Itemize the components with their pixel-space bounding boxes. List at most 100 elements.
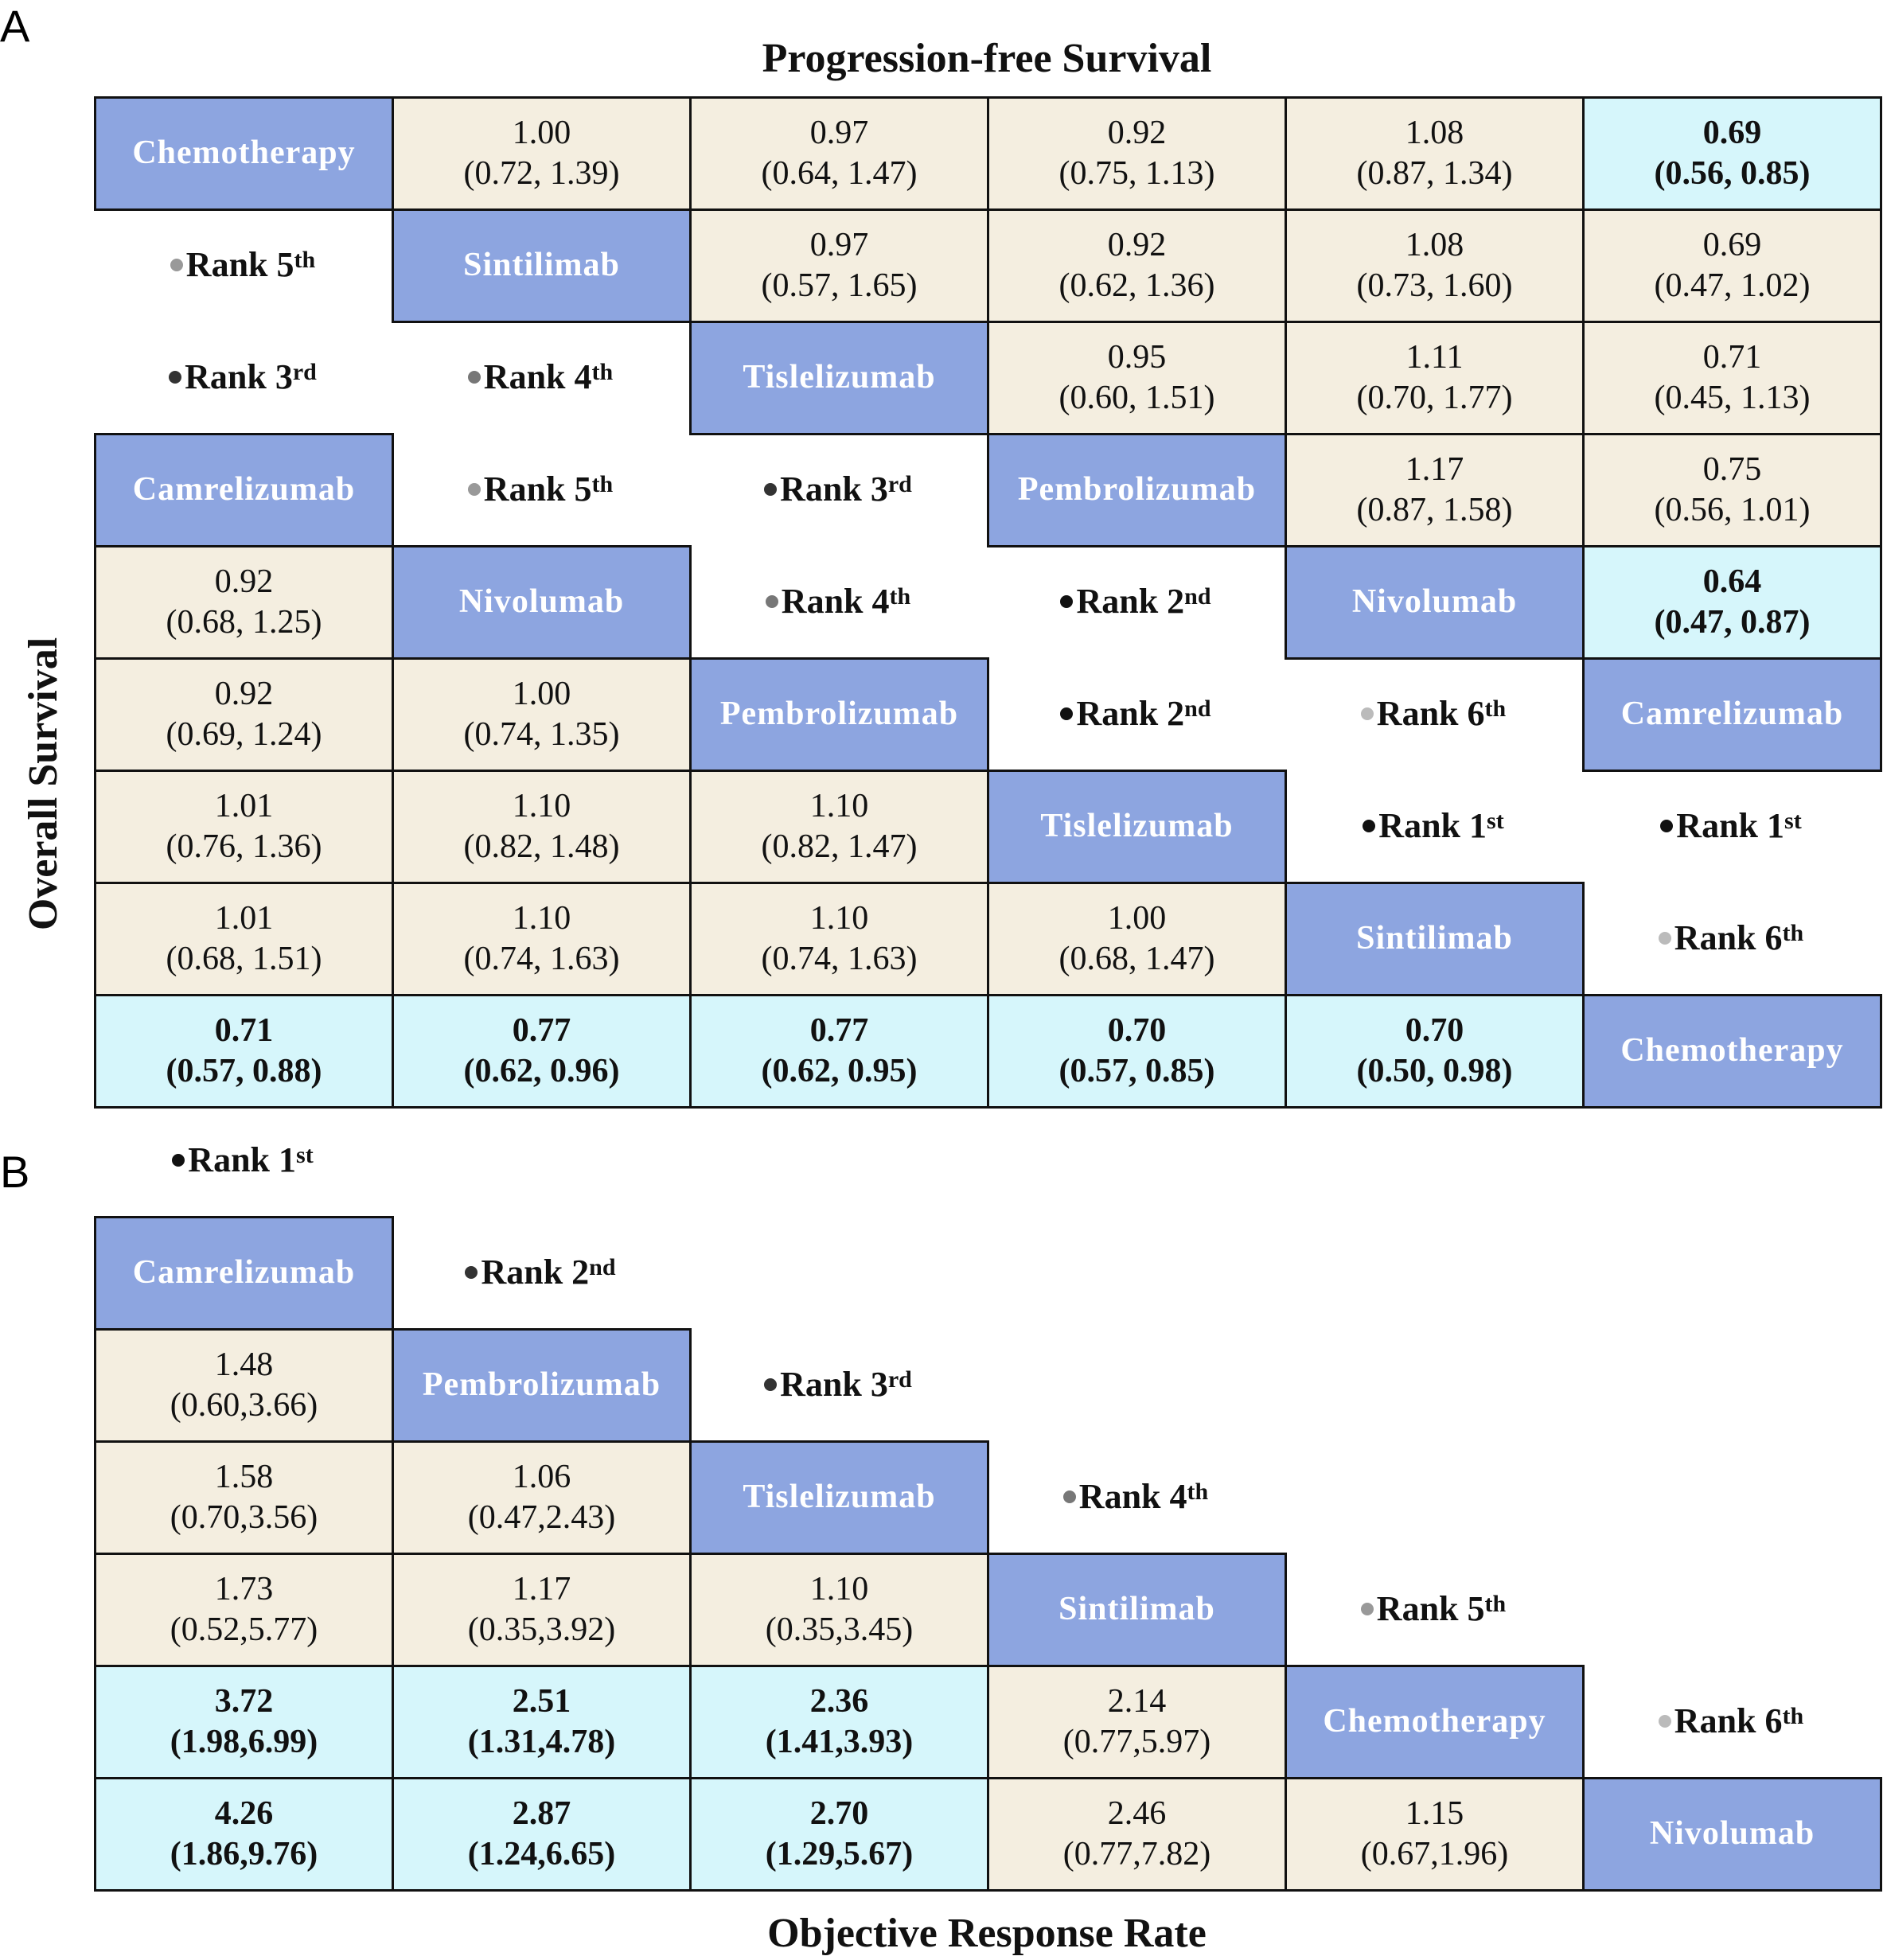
confidence-interval: (0.74, 1.63)	[463, 941, 620, 977]
effect-estimate: 0.92	[1107, 226, 1167, 263]
rank-text: Rank 5	[1376, 1589, 1485, 1628]
effect-estimate: 1.10	[809, 787, 869, 824]
confidence-interval: (0.64, 1.47)	[761, 155, 918, 192]
effect-estimate: 0.71	[1702, 338, 1762, 376]
pfs-title: Progression-free Survival	[762, 36, 1212, 81]
effect-estimate: 1.58	[214, 1458, 274, 1495]
rank-text: Rank 1	[1378, 806, 1487, 845]
treatment-cell-pfs: Pembrolizumab	[987, 433, 1287, 547]
confidence-interval: (0.77,5.97)	[1062, 1724, 1211, 1760]
effect-estimate: 1.48	[214, 1346, 274, 1383]
confidence-interval: (0.87, 1.58)	[1356, 492, 1513, 528]
os-hazard-cell: 0.70 (0.57, 0.85)	[987, 994, 1287, 1109]
rank-suffix: st	[296, 1141, 314, 1168]
rank-text: Rank 2	[1076, 694, 1185, 733]
confidence-interval: (0.70,3.56)	[170, 1499, 318, 1536]
effect-estimate: 1.01	[214, 899, 274, 937]
effect-estimate: 0.69	[1702, 226, 1762, 263]
orr-odds-cell: 1.15 (0.67,1.96)	[1285, 1777, 1585, 1892]
rank-dot-icon	[1660, 819, 1674, 832]
effect-estimate: 1.10	[809, 1570, 869, 1607]
effect-estimate: 1.01	[214, 787, 274, 824]
os-hazard-cell: 1.01 (0.68, 1.51)	[94, 882, 394, 996]
rank-dot-icon	[172, 1153, 185, 1167]
pfs-hazard-cell: 0.75 (0.56, 1.01)	[1582, 433, 1882, 547]
pfs-hazard-cell: 1.17 (0.87, 1.58)	[1285, 433, 1585, 547]
confidence-interval: (0.74, 1.63)	[761, 941, 918, 977]
rank-dot-icon	[1060, 707, 1074, 720]
effect-estimate: 4.26	[214, 1794, 274, 1832]
effect-estimate: 1.00	[512, 675, 571, 712]
pfs-hazard-cell: 1.00 (0.72, 1.39)	[392, 96, 692, 211]
confidence-interval: (0.70, 1.77)	[1356, 380, 1513, 416]
treatment-cell-orr: Nivolumab	[1582, 1777, 1882, 1892]
rank-text: Rank 5	[483, 470, 592, 509]
confidence-interval: (0.77,7.82)	[1062, 1836, 1211, 1872]
confidence-interval: (0.67,1.96)	[1360, 1836, 1509, 1872]
rank-suffix: nd	[589, 1253, 616, 1280]
os-hazard-cell: 1.00 (0.68, 1.47)	[987, 882, 1287, 996]
rank-suffix: rd	[887, 470, 912, 497]
pfs-hazard-cell: 0.97 (0.64, 1.47)	[689, 96, 989, 211]
os-hazard-cell: 1.10 (0.74, 1.63)	[689, 882, 989, 996]
treatment-cell-os: Sintilimab	[1285, 882, 1585, 996]
confidence-interval: (0.62, 0.96)	[463, 1053, 620, 1089]
confidence-interval: (1.98,6.99)	[170, 1724, 318, 1760]
pfs-hazard-cell: 1.11 (0.70, 1.77)	[1285, 321, 1585, 435]
treatment-cell-os: Tislelizumab	[987, 770, 1287, 884]
confidence-interval: (1.29,5.67)	[765, 1836, 914, 1872]
rank-suffix: st	[1487, 807, 1504, 834]
confidence-interval: (0.56, 1.01)	[1654, 492, 1811, 528]
confidence-interval: (0.57, 0.88)	[166, 1053, 322, 1089]
confidence-interval: (0.50, 0.98)	[1356, 1053, 1513, 1089]
orr-odds-cell: 2.51 (1.31,4.78)	[392, 1665, 692, 1779]
rank-text: Rank 6	[1674, 1701, 1783, 1740]
confidence-interval: (0.68, 1.51)	[166, 941, 322, 977]
rank-text: Rank 6	[1376, 694, 1485, 733]
rank-dot-icon	[1360, 1602, 1374, 1615]
rank-text: Rank 4	[781, 582, 890, 621]
orr-odds-cell: 3.72 (1.98,6.99)	[94, 1665, 394, 1779]
os-hazard-cell: 1.10 (0.82, 1.48)	[392, 770, 692, 884]
treatment-cell-os: Nivolumab	[392, 545, 692, 660]
orr-odds-cell: 1.10 (0.35,3.45)	[689, 1553, 989, 1667]
rank-dot-icon	[169, 370, 182, 384]
effect-estimate: 0.71	[214, 1011, 274, 1049]
confidence-interval: (0.74, 1.35)	[463, 716, 620, 753]
confidence-interval: (1.41,3.93)	[765, 1724, 914, 1760]
os-hazard-cell: 0.70 (0.50, 0.98)	[1285, 994, 1585, 1109]
treatment-cell-orr: Pembrolizumab	[392, 1328, 692, 1443]
confidence-interval: (0.56, 0.85)	[1654, 155, 1811, 192]
treatment-cell-pfs: Sintilimab	[392, 208, 692, 323]
rank-dot-icon	[1658, 1714, 1671, 1728]
effect-estimate: 0.75	[1702, 450, 1762, 488]
effect-estimate: 1.08	[1405, 226, 1464, 263]
rank-suffix: th	[1782, 919, 1804, 946]
rank-text: Rank 2	[481, 1253, 590, 1292]
pfs-hazard-cell: 0.92 (0.62, 1.36)	[987, 208, 1287, 323]
rank-dot-icon	[1658, 931, 1671, 945]
rank-suffix: nd	[1184, 695, 1211, 722]
effect-estimate: 1.00	[1107, 899, 1167, 937]
rank-dot-icon	[764, 1377, 778, 1391]
os-hazard-cell: 0.77 (0.62, 0.96)	[392, 994, 692, 1109]
rank-suffix: rd	[887, 1366, 912, 1393]
orr-odds-cell: 1.48 (0.60,3.66)	[94, 1328, 394, 1443]
rank-dot-icon	[764, 482, 778, 496]
pfs-hazard-cell: 0.95 (0.60, 1.51)	[987, 321, 1287, 435]
rank-dot-icon	[1060, 594, 1074, 608]
os-hazard-cell: 0.77 (0.62, 0.95)	[689, 994, 989, 1109]
effect-estimate: 1.17	[512, 1570, 571, 1607]
rank-dot-icon	[1360, 707, 1374, 720]
effect-estimate: 1.17	[1405, 450, 1464, 488]
effect-estimate: 2.87	[512, 1794, 571, 1832]
